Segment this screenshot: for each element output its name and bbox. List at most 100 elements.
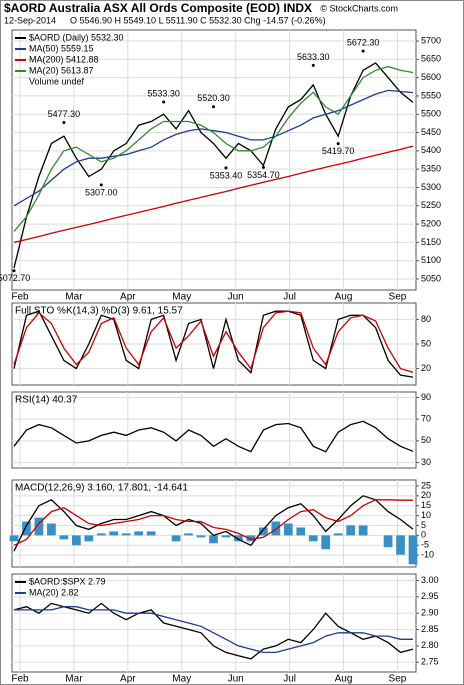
y-tick-label: -10	[421, 550, 434, 560]
series-line	[13, 89, 414, 207]
header-date: 12-Sep-2014	[4, 15, 56, 25]
y-tick-label: 25	[421, 480, 431, 490]
histogram-bar	[146, 531, 156, 536]
y-tick-label: 5350	[421, 164, 441, 174]
histogram-bar	[9, 535, 19, 542]
y-tick-label: 2.80	[421, 640, 439, 650]
histogram-bar	[171, 535, 181, 542]
histogram-bar	[308, 535, 318, 542]
x-tick-label: Jun	[228, 674, 244, 685]
histogram-bar	[84, 535, 94, 542]
histogram-bar	[259, 527, 268, 536]
histogram-bar	[47, 523, 56, 536]
y-tick-label: 70	[421, 414, 431, 424]
histogram-bar	[109, 531, 119, 536]
annotation-label: 5520.30	[197, 93, 230, 103]
histogram-bar	[121, 533, 131, 536]
y-tick-label: 5	[421, 520, 426, 530]
x-tick-label: Aug	[335, 292, 353, 303]
y-tick-label: 80	[421, 314, 431, 324]
header-title: $AORD Australia ASX All Ords Composite (…	[4, 1, 312, 15]
y-tick-label: 5600	[421, 72, 441, 82]
series-line	[13, 65, 414, 232]
histogram-bar	[221, 535, 231, 538]
annotation-point	[62, 121, 66, 125]
histogram-bar	[271, 521, 281, 536]
y-tick-label: 20	[421, 490, 431, 500]
x-tick-label: Jul	[283, 674, 296, 685]
y-tick-label: 5700	[421, 35, 441, 45]
y-tick-label: 10	[421, 510, 431, 520]
panel	[11, 573, 417, 673]
y-tick-label: 5100	[421, 255, 441, 265]
annotation-point	[12, 269, 16, 273]
panel	[11, 391, 417, 469]
annotation-label: 5633.30	[297, 52, 330, 62]
histogram-bar	[134, 531, 144, 536]
annotation-point	[162, 100, 166, 104]
panel	[11, 479, 417, 568]
y-tick-label: -5	[421, 540, 429, 550]
panel-title: MACD(12,26,9) 3.160, 17.801, -14.641	[15, 483, 188, 494]
y-tick-label: 30	[421, 457, 431, 467]
histogram-bar	[383, 535, 393, 548]
series-line	[13, 495, 414, 552]
annotation-point	[224, 166, 228, 170]
y-tick-label: 90	[421, 392, 431, 402]
source: © StockCharts.com	[320, 3, 398, 13]
histogram-bar	[234, 535, 243, 542]
annotation-point	[212, 105, 215, 109]
header-ohlc: O 5546.90 H 5549.10 L 5511.90 C 5532.30 …	[70, 15, 326, 25]
y-tick-label: 5050	[421, 273, 441, 283]
legend-entry: $AORD (Daily) 5532.30	[29, 32, 124, 42]
x-tick-label: Mar	[65, 674, 83, 685]
annotation-label: 5672.30	[347, 38, 380, 48]
y-tick-label: 50	[421, 435, 431, 445]
x-tick-label: Jun	[228, 292, 244, 303]
series-line	[13, 310, 414, 373]
histogram-bar	[283, 523, 293, 536]
series-line	[13, 420, 414, 453]
y-tick-label: 50	[421, 338, 431, 348]
histogram-bar	[321, 535, 331, 550]
x-tick-label: Feb	[11, 674, 29, 685]
histogram-bar	[184, 533, 193, 536]
histogram-bar	[71, 535, 81, 546]
annotation-point	[261, 165, 265, 169]
y-tick-label: 5450	[421, 127, 441, 137]
y-tick-label: 20	[421, 363, 431, 373]
histogram-bar	[396, 535, 405, 555]
histogram-bar	[346, 525, 356, 536]
x-tick-label: Jul	[283, 292, 296, 303]
y-tick-label: 5250	[421, 200, 441, 210]
x-tick-label: Aug	[335, 674, 353, 685]
y-tick-label: 5550	[421, 90, 441, 100]
x-tick-label: Apr	[120, 292, 136, 303]
y-tick-label: 5200	[421, 218, 441, 228]
histogram-bar	[296, 527, 306, 536]
x-tick-label: Sep	[389, 292, 407, 303]
y-tick-label: 2.90	[421, 608, 439, 618]
annotation-label: 5477.30	[48, 109, 81, 119]
annotation-label: 5307.00	[85, 187, 118, 197]
y-tick-label: 0	[421, 530, 426, 540]
legend-entry: MA(50) 5559.15	[29, 43, 94, 53]
y-tick-label: 2.95	[421, 591, 439, 601]
annotation-label: 5419.70	[322, 146, 355, 156]
series-line	[13, 62, 414, 269]
histogram-bar	[246, 535, 256, 542]
histogram-bar	[408, 535, 418, 565]
histogram-bar	[196, 535, 206, 538]
y-tick-label: 2.75	[421, 657, 439, 667]
panel-title: RSI(14) 40.37	[15, 395, 78, 406]
panel-title: Full STO %K(14,3) %D(3) 9.61, 15.57	[15, 306, 183, 317]
histogram-bar	[209, 535, 218, 544]
x-tick-label: May	[172, 674, 191, 685]
annotation-label: 5354.70	[247, 170, 280, 180]
y-tick-label: 15	[421, 500, 431, 510]
legend-entry: $AORD:$SPX 2.79	[29, 576, 106, 586]
y-tick-label: 5150	[421, 237, 441, 247]
series-line	[13, 145, 414, 244]
y-tick-label: 5500	[421, 109, 441, 119]
